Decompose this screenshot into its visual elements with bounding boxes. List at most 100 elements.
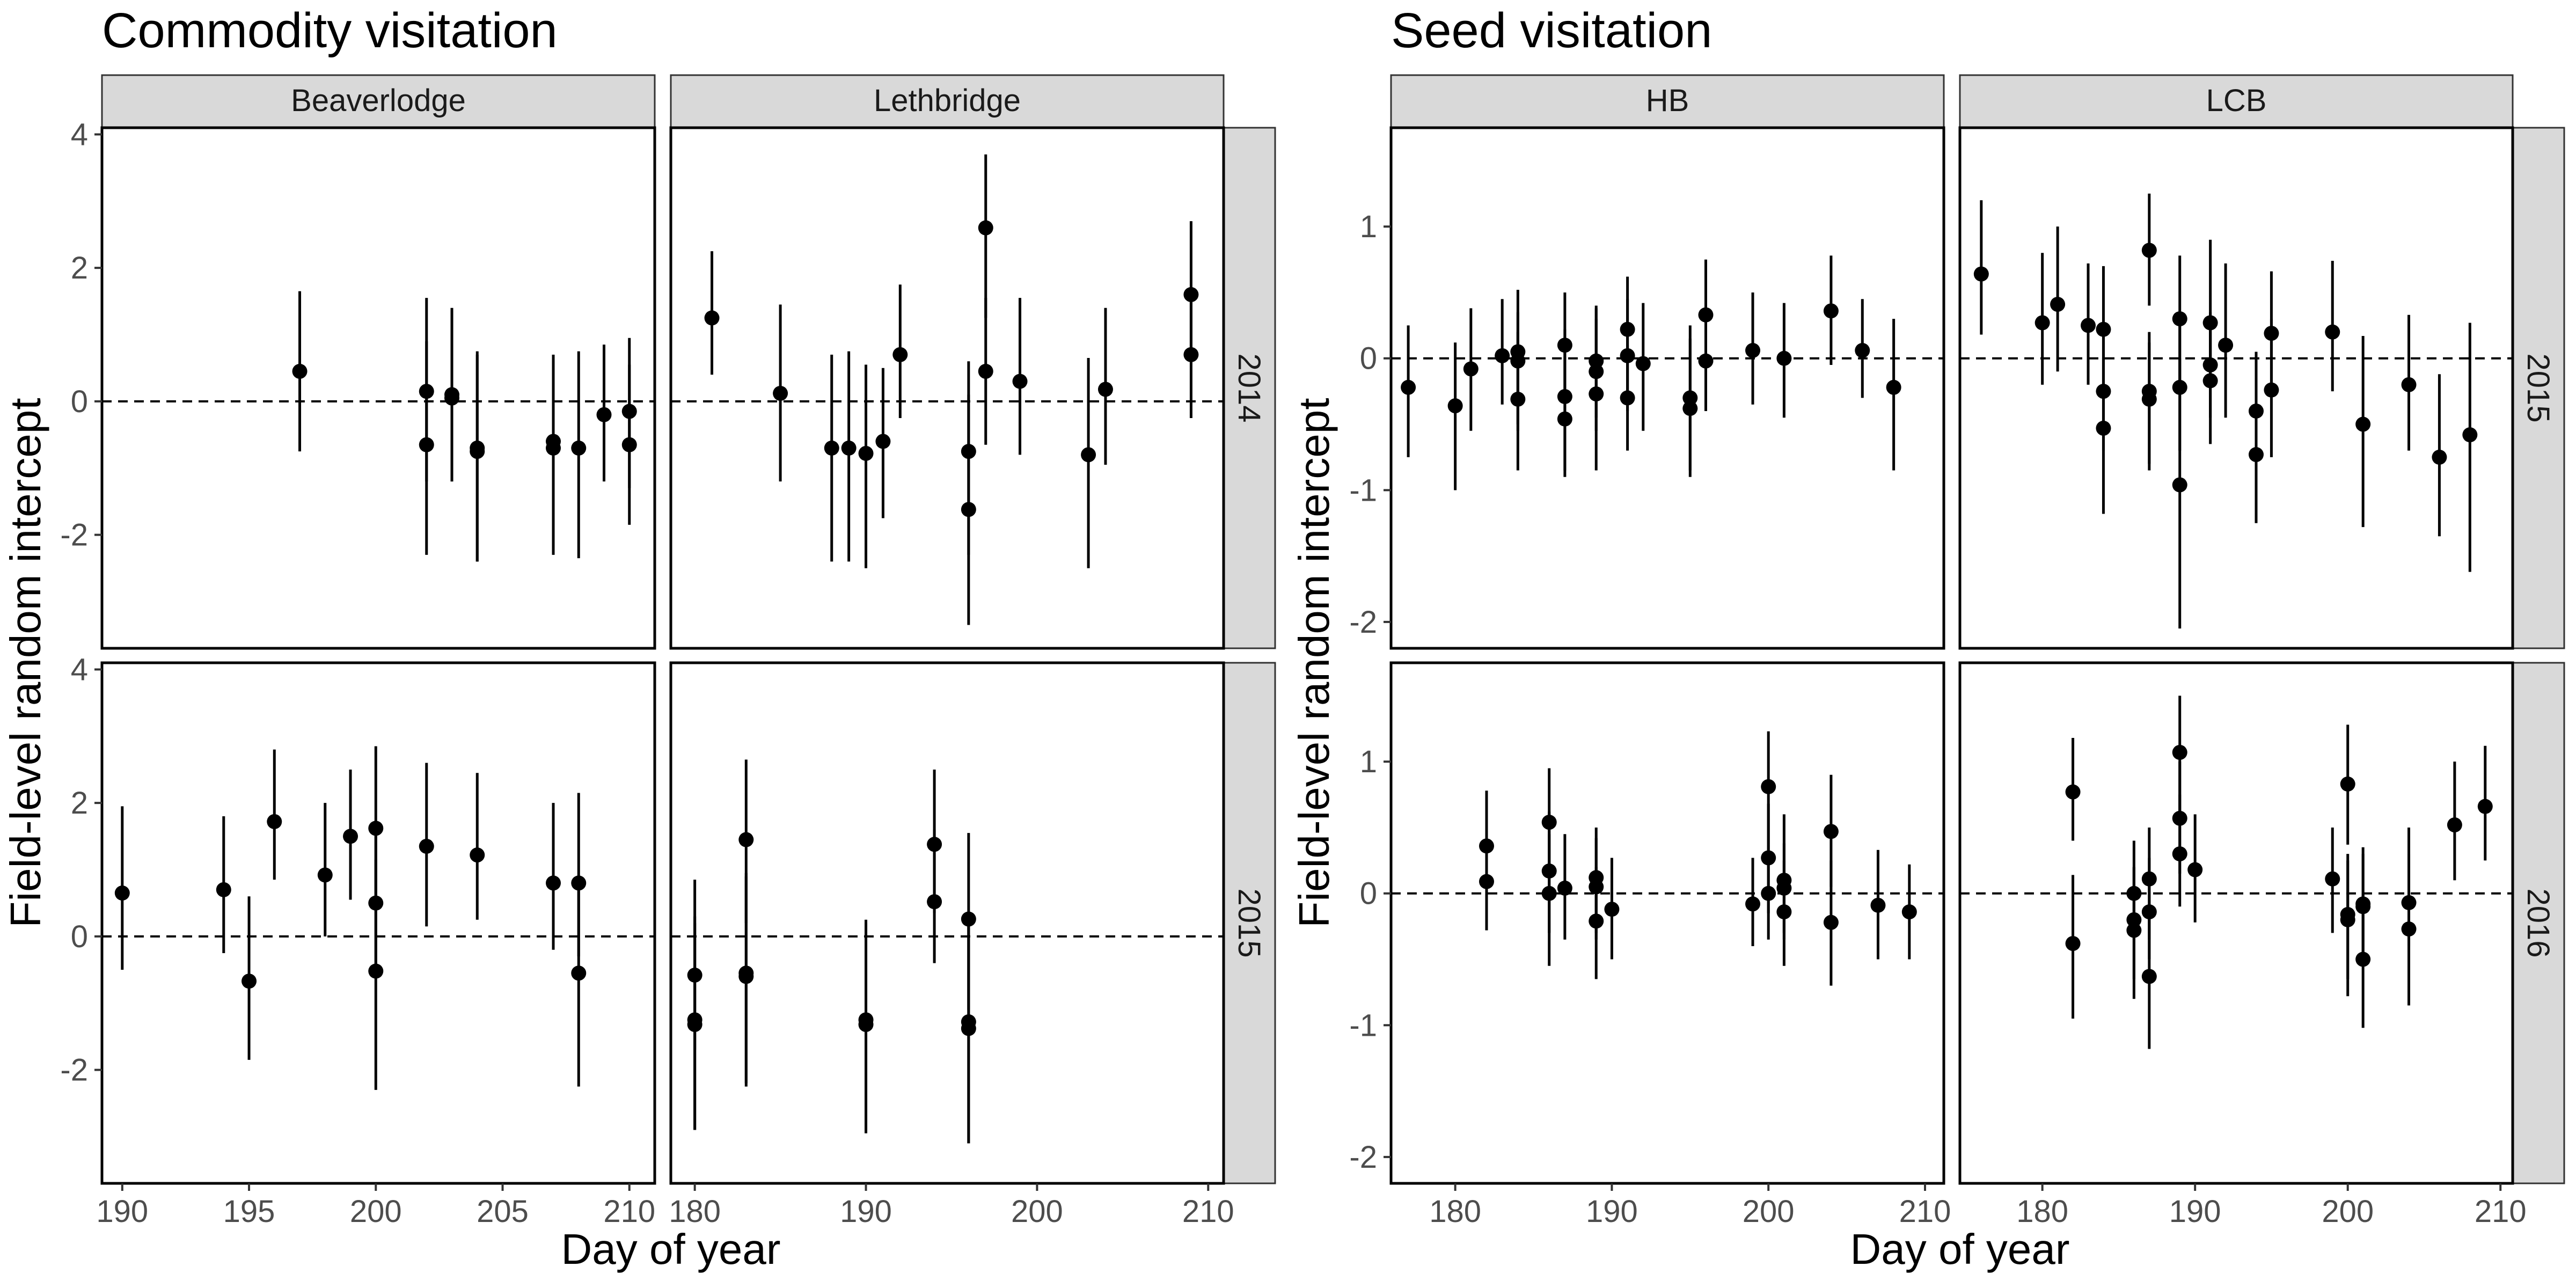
- data-point: [1870, 897, 1886, 913]
- data-point: [2081, 318, 2096, 333]
- x-tick-label: 200: [350, 1194, 402, 1229]
- data-point: [978, 363, 993, 379]
- data-point: [841, 440, 857, 456]
- x-tick-label: 190: [96, 1194, 148, 1229]
- data-point: [1495, 348, 1510, 363]
- chart-title: Seed visitation: [1391, 3, 1712, 58]
- x-tick-label: 200: [1743, 1194, 1795, 1229]
- y-tick-label: 4: [71, 117, 88, 152]
- data-point: [1698, 353, 1714, 369]
- data-point: [1682, 401, 1698, 416]
- chart-commodity-visitation: Commodity visitation Field-level random i…: [2, 3, 1276, 1273]
- panel-beaverlodge-2015: -2 0 2 4 190 195 200 205 210: [60, 652, 656, 1229]
- facet-strip-hb: [1390, 74, 1945, 129]
- data-point: [2432, 449, 2447, 465]
- y-tick-label: -1: [1349, 473, 1377, 508]
- panel-beaverlodge-2014: -2 0 2 4: [60, 117, 656, 650]
- facet-strip-beaverlodge: [101, 74, 656, 129]
- data-point: [2248, 447, 2264, 463]
- data-point: [1823, 824, 1839, 839]
- panel-border: [1389, 126, 1945, 650]
- data-point: [419, 437, 434, 452]
- data-point: [927, 894, 942, 910]
- data-point: [1604, 902, 1620, 917]
- data-point: [2096, 420, 2111, 436]
- data-point: [2264, 382, 2279, 398]
- y-tick-label: 0: [1360, 341, 1377, 376]
- y-tick-label: 2: [71, 786, 88, 821]
- x-tick-label: 190: [2169, 1194, 2221, 1229]
- data-point: [1012, 374, 1028, 389]
- data-point: [2172, 846, 2187, 862]
- data-point: [2340, 776, 2355, 792]
- data-point: [1886, 379, 1901, 395]
- facet-strip-row-2015: [2512, 127, 2565, 649]
- data-point: [2141, 391, 2157, 407]
- y-tick-label: -1: [1349, 1008, 1377, 1043]
- data-point: [470, 847, 485, 863]
- data-point: [1541, 885, 1557, 901]
- data-point: [267, 814, 282, 829]
- data-point: [961, 502, 976, 517]
- x-tick-label: 205: [477, 1194, 529, 1229]
- x-axis-label: Day of year: [561, 1225, 780, 1273]
- facet-strip-row-2016: [2512, 662, 2565, 1184]
- panel-border: [1958, 126, 2514, 650]
- data-point: [2202, 373, 2218, 389]
- x-tick-label: 180: [669, 1194, 721, 1229]
- data-point: [368, 963, 384, 979]
- y-tick-label: 0: [71, 919, 88, 954]
- data-point: [892, 347, 908, 362]
- data-point: [1901, 904, 1917, 920]
- data-point: [1855, 343, 1870, 358]
- y-tick-label: 0: [1360, 876, 1377, 911]
- panel-lethbridge-2014: [669, 126, 1225, 650]
- chart-seed-visitation: Seed visitation Field-level random interc…: [1290, 3, 2565, 1273]
- x-tick-label: 195: [223, 1194, 275, 1229]
- facet-strip-lethbridge: [670, 74, 1225, 129]
- data-point: [2172, 744, 2187, 760]
- panel-lcb-2015: [1958, 126, 2514, 650]
- data-point: [2325, 871, 2340, 887]
- x-tick-label: 180: [1429, 1194, 1481, 1229]
- data-point: [738, 969, 754, 984]
- data-point: [1745, 343, 1761, 358]
- data-point: [2447, 817, 2462, 833]
- data-point: [1823, 303, 1839, 319]
- data-point: [2065, 784, 2081, 800]
- data-point: [2035, 315, 2050, 331]
- data-point: [2340, 912, 2355, 927]
- x-tick-label: 210: [1182, 1194, 1234, 1229]
- panel-border: [669, 126, 1225, 650]
- data-point: [773, 385, 788, 401]
- data-point: [546, 875, 561, 891]
- y-tick-label: -2: [1349, 1140, 1377, 1175]
- panel-hb-2015: -2 -1 0 1: [1349, 126, 1945, 650]
- data-point: [1589, 386, 1604, 402]
- data-point: [2218, 338, 2234, 353]
- data-point: [343, 829, 358, 844]
- panel-border: [100, 661, 656, 1185]
- data-point: [419, 838, 434, 854]
- y-tick-label: 4: [71, 652, 88, 687]
- data-point: [571, 440, 587, 456]
- data-point: [1557, 411, 1572, 427]
- data-point: [961, 1021, 976, 1036]
- y-tick-label: -2: [60, 1053, 88, 1088]
- data-point: [546, 440, 561, 456]
- data-point: [1463, 361, 1479, 377]
- data-point: [1761, 779, 1776, 794]
- data-point: [2126, 923, 2142, 938]
- data-point: [1401, 379, 1416, 395]
- y-tick-label: -2: [60, 518, 88, 553]
- data-point: [2065, 936, 2081, 952]
- data-point: [2141, 969, 2157, 984]
- data-point: [470, 444, 485, 459]
- y-tick-label: 2: [71, 251, 88, 286]
- data-point: [2355, 952, 2371, 967]
- data-point: [1823, 914, 1839, 930]
- data-point: [1745, 896, 1761, 912]
- data-point: [1635, 356, 1651, 371]
- data-point: [1081, 447, 1096, 463]
